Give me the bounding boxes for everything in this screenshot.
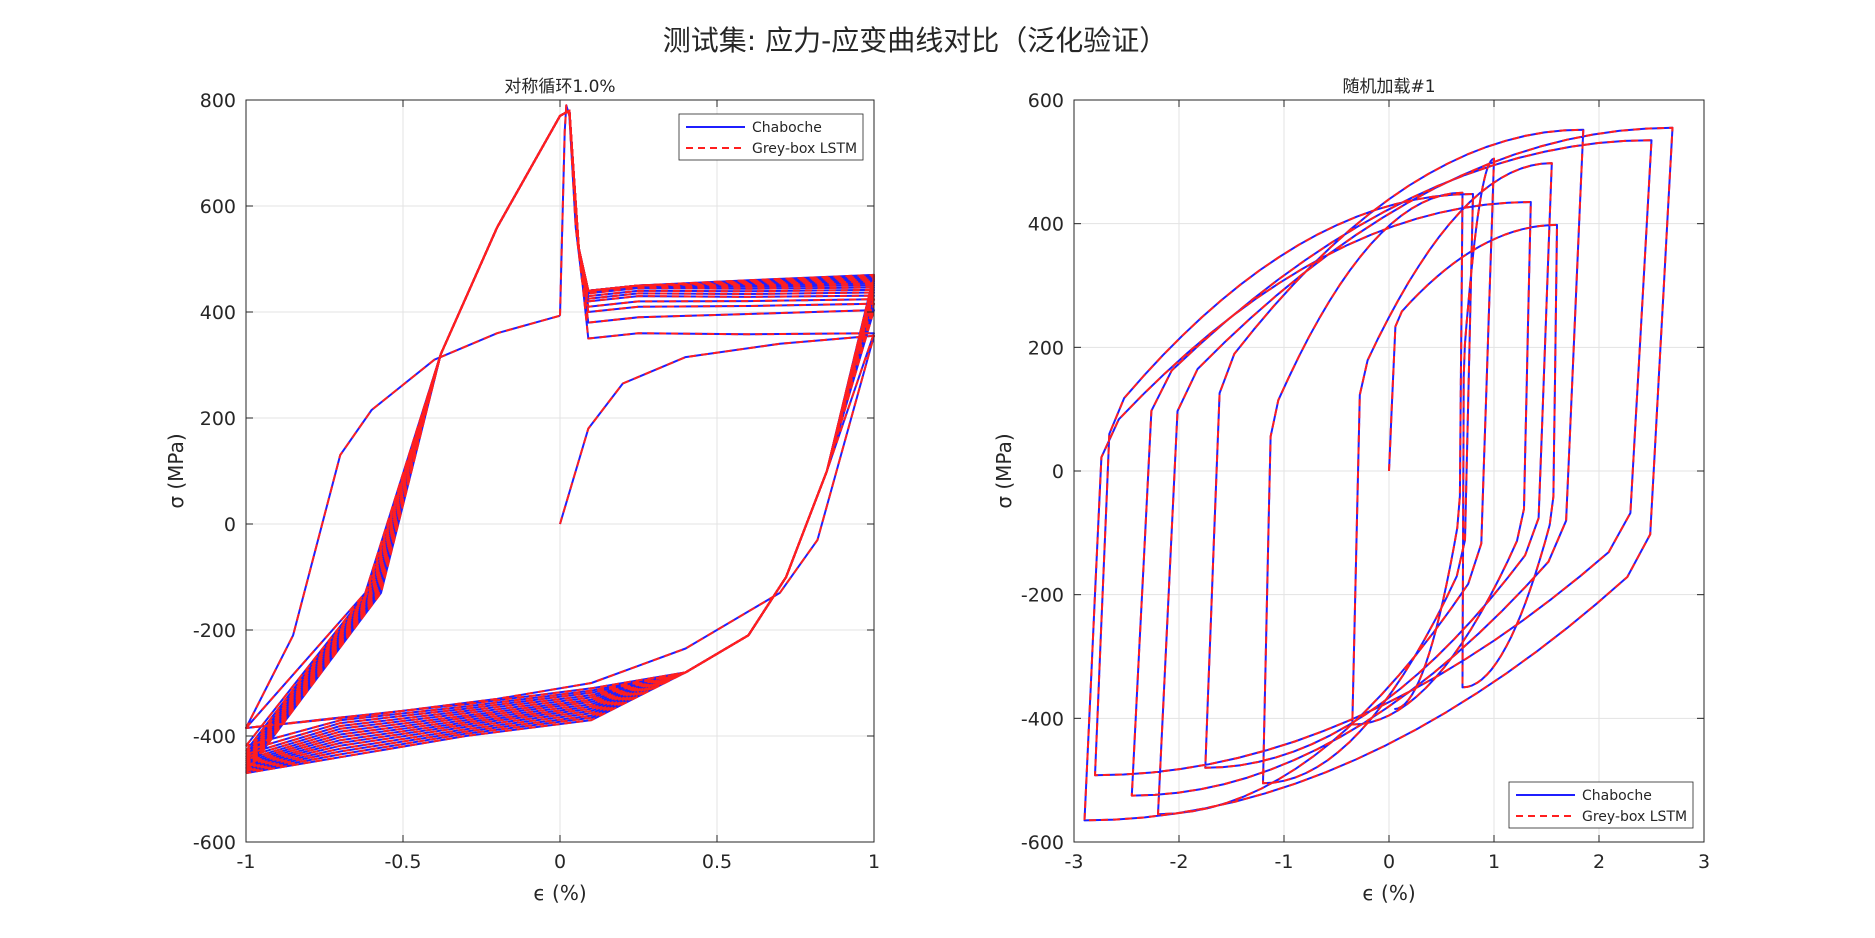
- axes-title: 对称循环1.0%: [504, 77, 615, 97]
- x-tick-label: 1: [868, 851, 880, 873]
- lstm-curve: [245, 109, 875, 747]
- x-tick-label: -0.5: [384, 851, 421, 873]
- y-tick-label: -600: [193, 832, 236, 854]
- y-tick-label: 600: [1028, 90, 1064, 112]
- y-tick-label: 400: [1028, 214, 1064, 236]
- legend-chaboche-label: Chaboche: [1582, 788, 1652, 804]
- y-tick-label: 800: [200, 90, 236, 112]
- lstm-curve: [1083, 126, 1674, 822]
- x-tick-label: -1: [237, 851, 256, 873]
- y-tick-label: -200: [1021, 585, 1064, 607]
- lstm-curve: [245, 314, 875, 729]
- x-tick-label: 1: [1488, 851, 1500, 873]
- y-tick-label: -200: [193, 620, 236, 642]
- y-tick-label: -600: [1021, 832, 1064, 854]
- x-tick-label: 0: [554, 851, 566, 873]
- legend: Chaboche Grey-box LSTM: [1508, 781, 1694, 829]
- legend-lstm-label: Grey-box LSTM: [1582, 809, 1687, 825]
- chart-symmetric-cycle: -1 -0.5 0 0.5 1 -600 -400 -200 0 200 400 600 800 对称循…: [164, 77, 880, 905]
- y-tick-label: 400: [200, 302, 236, 324]
- figure-suptitle: 测试集: 应力-应变曲线对比（泛化验证）: [663, 24, 1167, 57]
- lstm-curve: [245, 109, 875, 775]
- y-tick-label: 0: [1052, 461, 1064, 483]
- x-tick-label: -1: [1275, 851, 1294, 873]
- y-axis-label: σ (MPa): [164, 433, 188, 508]
- x-axis-label: ϵ (%): [1362, 881, 1415, 905]
- x-tick-label: 3: [1698, 851, 1710, 873]
- tick-labels: -3 -2 -1 0 1 2 3 -600 -400 -200 0 200 400 600: [1021, 90, 1710, 873]
- x-tick-label: -2: [1170, 851, 1189, 873]
- axes-title: 随机加载#1: [1342, 77, 1435, 97]
- y-tick-label: -400: [1021, 708, 1064, 730]
- y-tick-label: 600: [200, 196, 236, 218]
- legend-lstm-label: Grey-box LSTM: [752, 141, 857, 157]
- y-tick-label: 200: [200, 408, 236, 430]
- tick-labels: -1 -0.5 0 0.5 1 -600 -400 -200 0 200 400 600 800: [193, 90, 880, 873]
- y-axis-label: σ (MPa): [992, 433, 1016, 508]
- lstm-curve: [245, 109, 875, 752]
- x-tick-label: -3: [1065, 851, 1084, 873]
- lstm-curve: [245, 109, 875, 761]
- x-axis-label: ϵ (%): [533, 881, 586, 905]
- curves: [1083, 126, 1674, 822]
- lstm-curve: [245, 109, 875, 763]
- legend-box: [1508, 781, 1694, 829]
- legend-box: [678, 113, 864, 161]
- y-tick-label: 0: [224, 514, 236, 536]
- x-tick-label: 0: [1383, 851, 1395, 873]
- y-tick-label: 200: [1028, 337, 1064, 359]
- legend-chaboche-label: Chaboche: [752, 120, 822, 136]
- x-tick-label: 2: [1593, 851, 1605, 873]
- y-tick-label: -400: [193, 726, 236, 748]
- x-tick-label: 0.5: [702, 851, 732, 873]
- lstm-curve: [245, 109, 875, 765]
- legend: Chaboche Grey-box LSTM: [678, 113, 864, 161]
- lstm-curve: [245, 109, 875, 771]
- curves: [245, 104, 875, 775]
